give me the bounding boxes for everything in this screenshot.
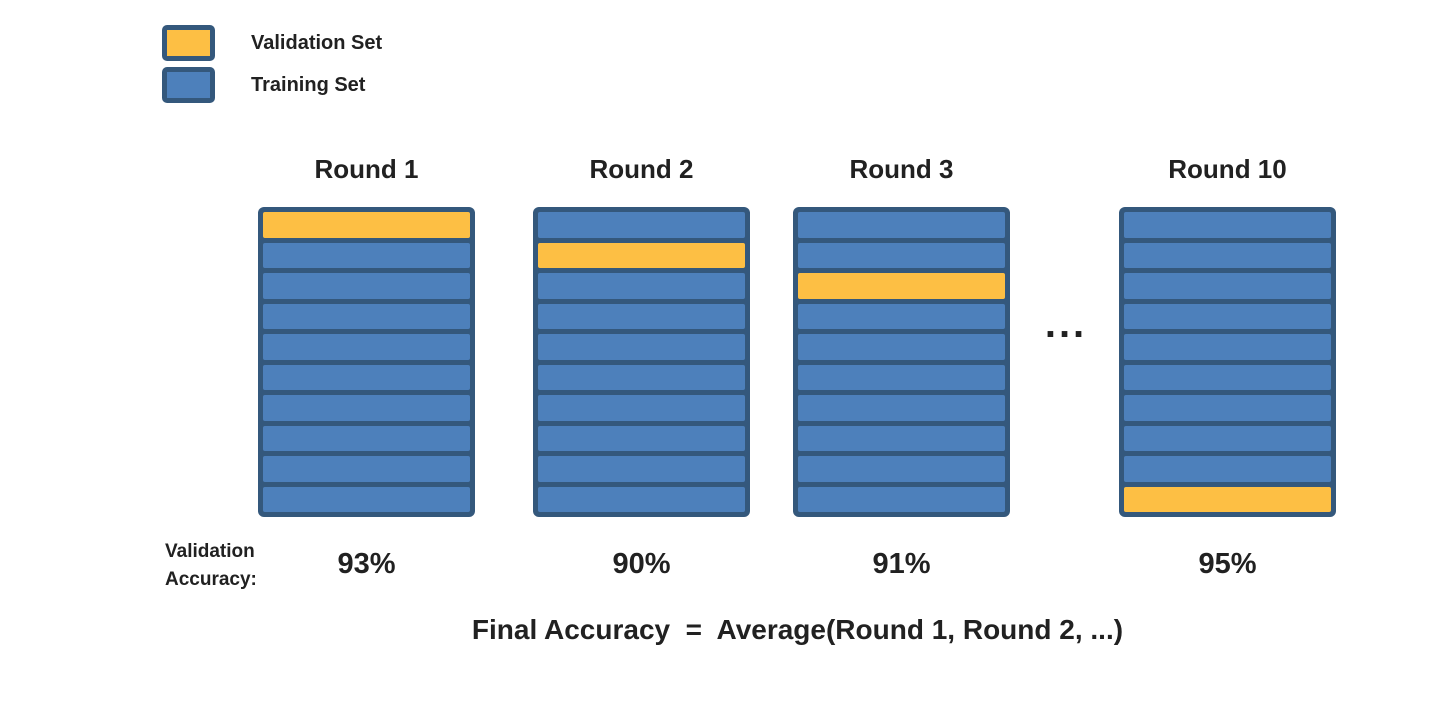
training-fold (263, 425, 470, 451)
training-fold (538, 456, 745, 482)
legend-label-training: Training Set (251, 73, 366, 96)
training-fold (538, 212, 745, 238)
training-fold (1124, 456, 1331, 482)
training-fold (1124, 273, 1331, 299)
training-fold (798, 242, 1005, 268)
legend-label-validation: Validation Set (251, 31, 383, 54)
training-fold (1124, 364, 1331, 390)
training-fold (798, 303, 1005, 329)
training-set-swatch (162, 67, 215, 103)
training-fold (263, 334, 470, 360)
round-title: Round 10 (1168, 154, 1287, 184)
validation-fold (263, 212, 470, 238)
fold-stack (258, 207, 475, 517)
training-fold (263, 456, 470, 482)
validation-accuracy-caption: Validation Accuracy: (165, 538, 257, 593)
training-fold (798, 456, 1005, 482)
training-fold (263, 486, 470, 512)
training-fold (538, 486, 745, 512)
training-fold (263, 395, 470, 421)
final-accuracy-formula: Final Accuracy = Average(Round 1, Round … (471, 614, 1124, 645)
round-title: Round 2 (589, 154, 694, 184)
validation-fold (798, 273, 1005, 299)
validation-fold (538, 242, 745, 268)
training-fold (538, 395, 745, 421)
round-3-column: Round 3 91% (793, 150, 1010, 610)
training-fold (538, 303, 745, 329)
training-fold (263, 242, 470, 268)
training-fold (263, 303, 470, 329)
round-accuracy: 95% (1198, 548, 1257, 580)
training-fold (798, 425, 1005, 451)
round-title: Round 3 (849, 154, 954, 184)
validation-set-swatch (162, 25, 215, 61)
round-accuracy: 91% (872, 548, 931, 580)
training-fold (1124, 425, 1331, 451)
training-fold (1124, 334, 1331, 360)
training-fold (263, 364, 470, 390)
training-fold (538, 425, 745, 451)
training-fold (798, 395, 1005, 421)
round-2-column: Round 2 90% (533, 150, 750, 610)
round-accuracy: 90% (612, 548, 671, 580)
training-fold (1124, 303, 1331, 329)
training-fold (538, 334, 745, 360)
legend: Validation Set Training Set (162, 25, 382, 103)
validation-accuracy-caption-line1: Validation (165, 541, 255, 562)
training-fold (798, 212, 1005, 238)
rounds-ellipsis: ... (1044, 302, 1088, 346)
legend-item-training: Training Set (162, 67, 382, 103)
fold-stack (1119, 207, 1336, 517)
round-accuracy: 93% (337, 548, 396, 580)
training-fold (798, 364, 1005, 390)
training-fold (263, 273, 470, 299)
fold-stack (793, 207, 1010, 517)
training-fold (1124, 212, 1331, 238)
round-10-column: Round 10 95% (1119, 150, 1336, 610)
training-fold (538, 364, 745, 390)
training-fold (1124, 395, 1331, 421)
validation-fold (1124, 486, 1331, 512)
training-fold (1124, 242, 1331, 268)
round-1-column: Round 1 93% (258, 150, 475, 610)
training-fold (798, 486, 1005, 512)
training-fold (538, 273, 745, 299)
round-title: Round 1 (314, 154, 419, 184)
validation-accuracy-caption-line2: Accuracy: (165, 568, 257, 590)
training-fold (798, 334, 1005, 360)
legend-item-validation: Validation Set (162, 25, 382, 61)
fold-stack (533, 207, 750, 517)
